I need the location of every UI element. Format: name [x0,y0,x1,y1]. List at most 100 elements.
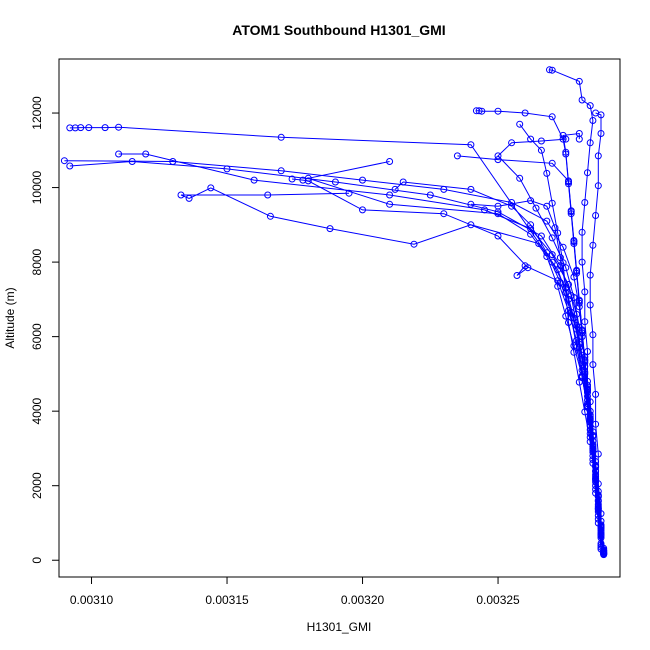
data-point [537,232,545,240]
data-point [277,167,285,175]
profile-series [391,178,608,552]
data-point [600,547,608,554]
x-axis-label: H1301_GMI [307,620,372,634]
data-point [573,266,581,274]
data-point [589,361,597,369]
data-point [543,249,551,257]
profile-series [453,152,608,558]
data-point [562,148,570,156]
data-point [359,206,366,214]
x-tick-label: 0.00320 [341,593,385,607]
data-point [589,433,597,440]
data-point [594,505,602,513]
data-point [589,445,597,453]
plot-frame [58,58,621,578]
data-point [567,313,575,321]
data-point [578,228,586,236]
plot-area [60,66,608,559]
data-point [543,202,551,210]
data-point [581,199,589,206]
data-point [331,178,339,186]
data-point [494,202,502,210]
data-point [600,550,608,558]
data-point [597,540,605,547]
series-line [457,155,605,554]
data-point [304,174,312,182]
data-point [575,135,583,143]
data-point [597,531,605,539]
data-point [589,241,597,249]
data-point [277,133,285,141]
y-tick-label: 12000 [30,96,44,130]
profile-series [66,158,608,557]
data-point [562,283,570,291]
data-point [565,177,572,185]
data-point [467,200,475,208]
y-tick-label: 4000 [30,397,44,424]
series-line [118,153,602,550]
data-point [128,158,136,165]
data-point [223,165,231,173]
data-point [532,204,540,212]
data-point [527,135,535,143]
data-point [548,159,556,167]
y-tick-label: 2000 [30,472,44,499]
profile-series [288,175,605,551]
data-point [589,117,597,124]
data-point [467,141,475,149]
data-point [581,288,589,296]
data-point [288,175,296,183]
data-point [494,107,502,115]
x-axis: 0.00310 0.00315 0.00320 0.00325 [70,576,520,607]
data-point [326,225,334,233]
data-point [115,123,123,131]
series-line [180,187,605,554]
profile-series [304,158,608,554]
data-point [60,157,68,165]
data-point [527,197,535,205]
data-point [494,152,502,160]
data-point [399,178,407,186]
y-axis: 0 2000 4000 6000 8000 10000 12000 [30,96,60,564]
profile-series [177,184,608,557]
x-tick-label: 0.00315 [205,593,249,607]
data-point [177,191,185,199]
data-point [581,356,589,364]
data-point [66,124,74,132]
data-point [594,152,602,160]
chart-title: ATOM1 Southbound H1301_GMI [232,22,445,38]
data-point [570,294,578,301]
data-point [185,194,193,202]
data-point [592,109,600,117]
data-point [494,210,502,218]
data-point [101,124,109,132]
data-point [453,152,461,160]
data-point [345,189,353,197]
data-point [524,264,532,272]
data-point [527,221,535,229]
data-point [546,66,553,74]
data-point [567,207,575,215]
data-point [472,107,480,115]
series-line [519,123,605,552]
data-point [594,182,602,190]
data-point [575,378,583,386]
data-point [508,139,516,147]
data-point [386,200,394,208]
data-point [207,184,215,192]
data-point [584,169,591,177]
data-point [386,191,394,199]
data-point [508,199,516,206]
data-point [592,212,600,219]
series-line [69,126,605,551]
data-point [142,150,150,158]
data-point [570,237,578,244]
data-point [551,224,559,232]
x-tick-label: 0.00310 [70,593,114,607]
data-point [578,373,586,381]
data-point [548,113,556,121]
series-line [470,200,605,551]
data-point [516,174,524,182]
data-point [508,202,516,210]
data-point [543,217,551,225]
